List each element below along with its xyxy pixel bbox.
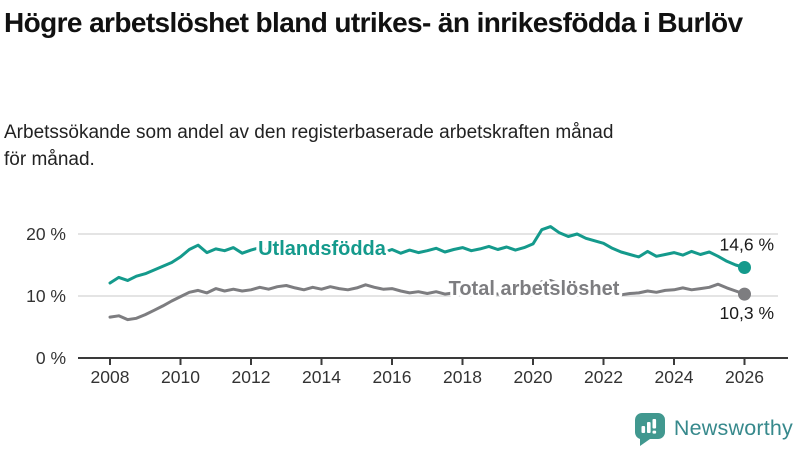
x-tick-label: 2022: [584, 367, 623, 387]
x-tick-label: 2016: [373, 367, 412, 387]
y-tick-label: 0 %: [36, 348, 66, 368]
series-end-value: 10,3 %: [720, 303, 774, 323]
series-end-dot: [738, 287, 751, 301]
series-end-value: 14,6 %: [720, 234, 774, 254]
x-tick-label: 2014: [302, 367, 341, 387]
x-tick-label: 2008: [91, 367, 130, 387]
bar-chart-bar-1: [641, 426, 646, 433]
series-label: Total arbetslöshet: [449, 278, 620, 300]
newsworthy-logo-text: Newsworthy: [673, 416, 793, 440]
newsworthy-logo-icon: [634, 413, 665, 446]
unemployment-line-chart: 0 % 10 % 20 % 2008 2010 2012 2014 2016 2018 2020 2…: [26, 224, 788, 387]
series-label: Utlandsfödda: [258, 238, 387, 260]
exclamation-dot: [652, 430, 657, 434]
y-tick-label: 20 %: [26, 224, 66, 244]
x-tick-label: 2026: [725, 367, 764, 387]
x-tick-label: 2024: [655, 367, 694, 387]
series-line-0: [108, 225, 746, 285]
y-tick-label: 10 %: [26, 286, 66, 306]
page-subtitle: Arbetssökande som andel av den registerb…: [4, 122, 614, 170]
page-title: Högre arbetslöshet bland utrikes- än inr…: [4, 7, 743, 38]
x-tick-label: 2012: [232, 367, 271, 387]
newsworthy-logo: Newsworthy: [633, 411, 793, 446]
bar-chart-bar-2: [646, 422, 651, 433]
x-tick-label: 2010: [161, 367, 200, 387]
x-tick-label: 2020: [514, 367, 553, 387]
series-line-1: [108, 279, 746, 322]
x-tick-label: 2018: [443, 367, 482, 387]
series-end-dot: [738, 260, 751, 274]
exclamation-bar: [652, 419, 657, 429]
